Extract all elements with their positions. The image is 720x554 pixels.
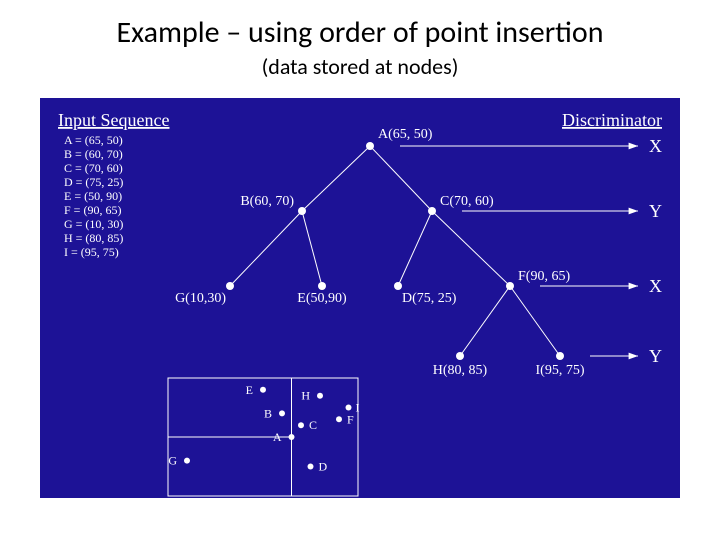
tree-node-label: B(60, 70) <box>240 194 294 209</box>
tree-node <box>556 352 564 360</box>
plot-point-label: I <box>356 401 360 415</box>
tree-node <box>226 282 234 290</box>
plot-point-label: D <box>319 460 328 474</box>
plot-point <box>317 393 323 399</box>
input-sequence-item: C = (70, 60) <box>64 161 123 175</box>
tree-node-label: F(90, 65) <box>518 269 570 284</box>
plot-point <box>298 422 304 428</box>
page-subtitle: (data stored at nodes) <box>0 53 720 80</box>
plot-point-label: F <box>347 412 354 426</box>
input-sequence-item: F = (90, 65) <box>64 203 121 217</box>
tree-node <box>506 282 514 290</box>
tree-node-label: H(80, 85) <box>433 363 488 378</box>
input-sequence-item: E = (50, 90) <box>64 189 122 203</box>
tree-node <box>456 352 464 360</box>
plot-point-label: A <box>273 430 282 444</box>
input-sequence-item: B = (60, 70) <box>64 147 123 161</box>
tree-node-label: A(65, 50) <box>378 127 433 142</box>
input-sequence-item: I = (95, 75) <box>64 245 119 259</box>
discriminator-header: Discriminator <box>562 110 662 130</box>
input-sequence-item: H = (80, 85) <box>64 231 123 245</box>
discriminator-level: Y <box>649 346 662 366</box>
plot-point <box>289 434 295 440</box>
plot-point <box>308 464 314 470</box>
tree-node-label: D(75, 25) <box>402 291 457 306</box>
tree-node <box>428 207 436 215</box>
tree-node-label: E(50,90) <box>297 291 347 306</box>
input-sequence-item: D = (75, 25) <box>64 175 123 189</box>
plot-point-label: E <box>246 383 253 397</box>
input-sequence-item: G = (10, 30) <box>64 217 123 231</box>
tree-node <box>318 282 326 290</box>
discriminator-level: X <box>649 276 662 296</box>
tree-node-label: I(95, 75) <box>536 363 585 378</box>
plot-point-label: G <box>168 454 177 468</box>
plot-point-label: B <box>264 406 272 420</box>
plot-point <box>260 387 266 393</box>
plot-point <box>336 416 342 422</box>
input-sequence-item: A = (65, 50) <box>64 133 123 147</box>
plot-point <box>279 410 285 416</box>
tree-node <box>394 282 402 290</box>
discriminator-level: Y <box>649 201 662 221</box>
plot-point <box>184 458 190 464</box>
discriminator-level: X <box>649 136 662 156</box>
page-title: Example – using order of point insertion <box>0 14 720 51</box>
plot-point <box>346 405 352 411</box>
tree-node <box>298 207 306 215</box>
diagram-stage: Input SequenceDiscriminatorA = (65, 50)B… <box>40 98 680 498</box>
plot-point-label: H <box>301 389 310 403</box>
tree-node-label: G(10,30) <box>175 291 226 306</box>
input-sequence-header: Input Sequence <box>58 110 169 130</box>
plot-point-label: C <box>309 418 317 432</box>
tree-node-label: C(70, 60) <box>440 194 494 209</box>
diagram-svg: Input SequenceDiscriminatorA = (65, 50)B… <box>40 98 680 498</box>
slide-bg <box>40 98 680 498</box>
tree-node <box>366 142 374 150</box>
